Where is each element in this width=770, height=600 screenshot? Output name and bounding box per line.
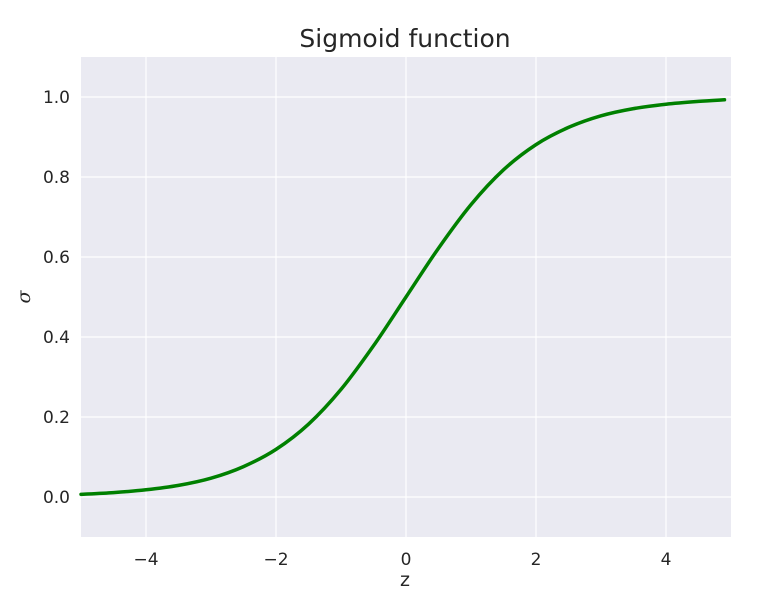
y-tick-label: 0.6 [43, 248, 70, 268]
y-tick-label: 0.8 [43, 168, 70, 188]
x-tick-label: 0 [401, 550, 412, 570]
x-tick-label: 2 [531, 550, 542, 570]
y-tick-label: 0.4 [43, 328, 70, 348]
x-tick-label: −2 [263, 550, 288, 570]
y-tick-label: 0.0 [43, 488, 70, 508]
sigmoid-curve [79, 98, 727, 497]
y-tick-label: 1.0 [43, 88, 70, 108]
y-axis-label: σ [13, 289, 35, 303]
x-tick-label: 4 [661, 550, 672, 570]
x-axis-label: z [400, 569, 410, 591]
chart-title: Sigmoid function [299, 24, 510, 53]
y-tick-label: 0.2 [43, 408, 70, 428]
x-axis-ticks: −4 −2 0 2 4 [133, 550, 671, 570]
y-axis-ticks: 0.0 0.2 0.4 0.6 0.8 1.0 [43, 88, 70, 508]
x-tick-label: −4 [133, 550, 158, 570]
series-layer [79, 98, 727, 497]
